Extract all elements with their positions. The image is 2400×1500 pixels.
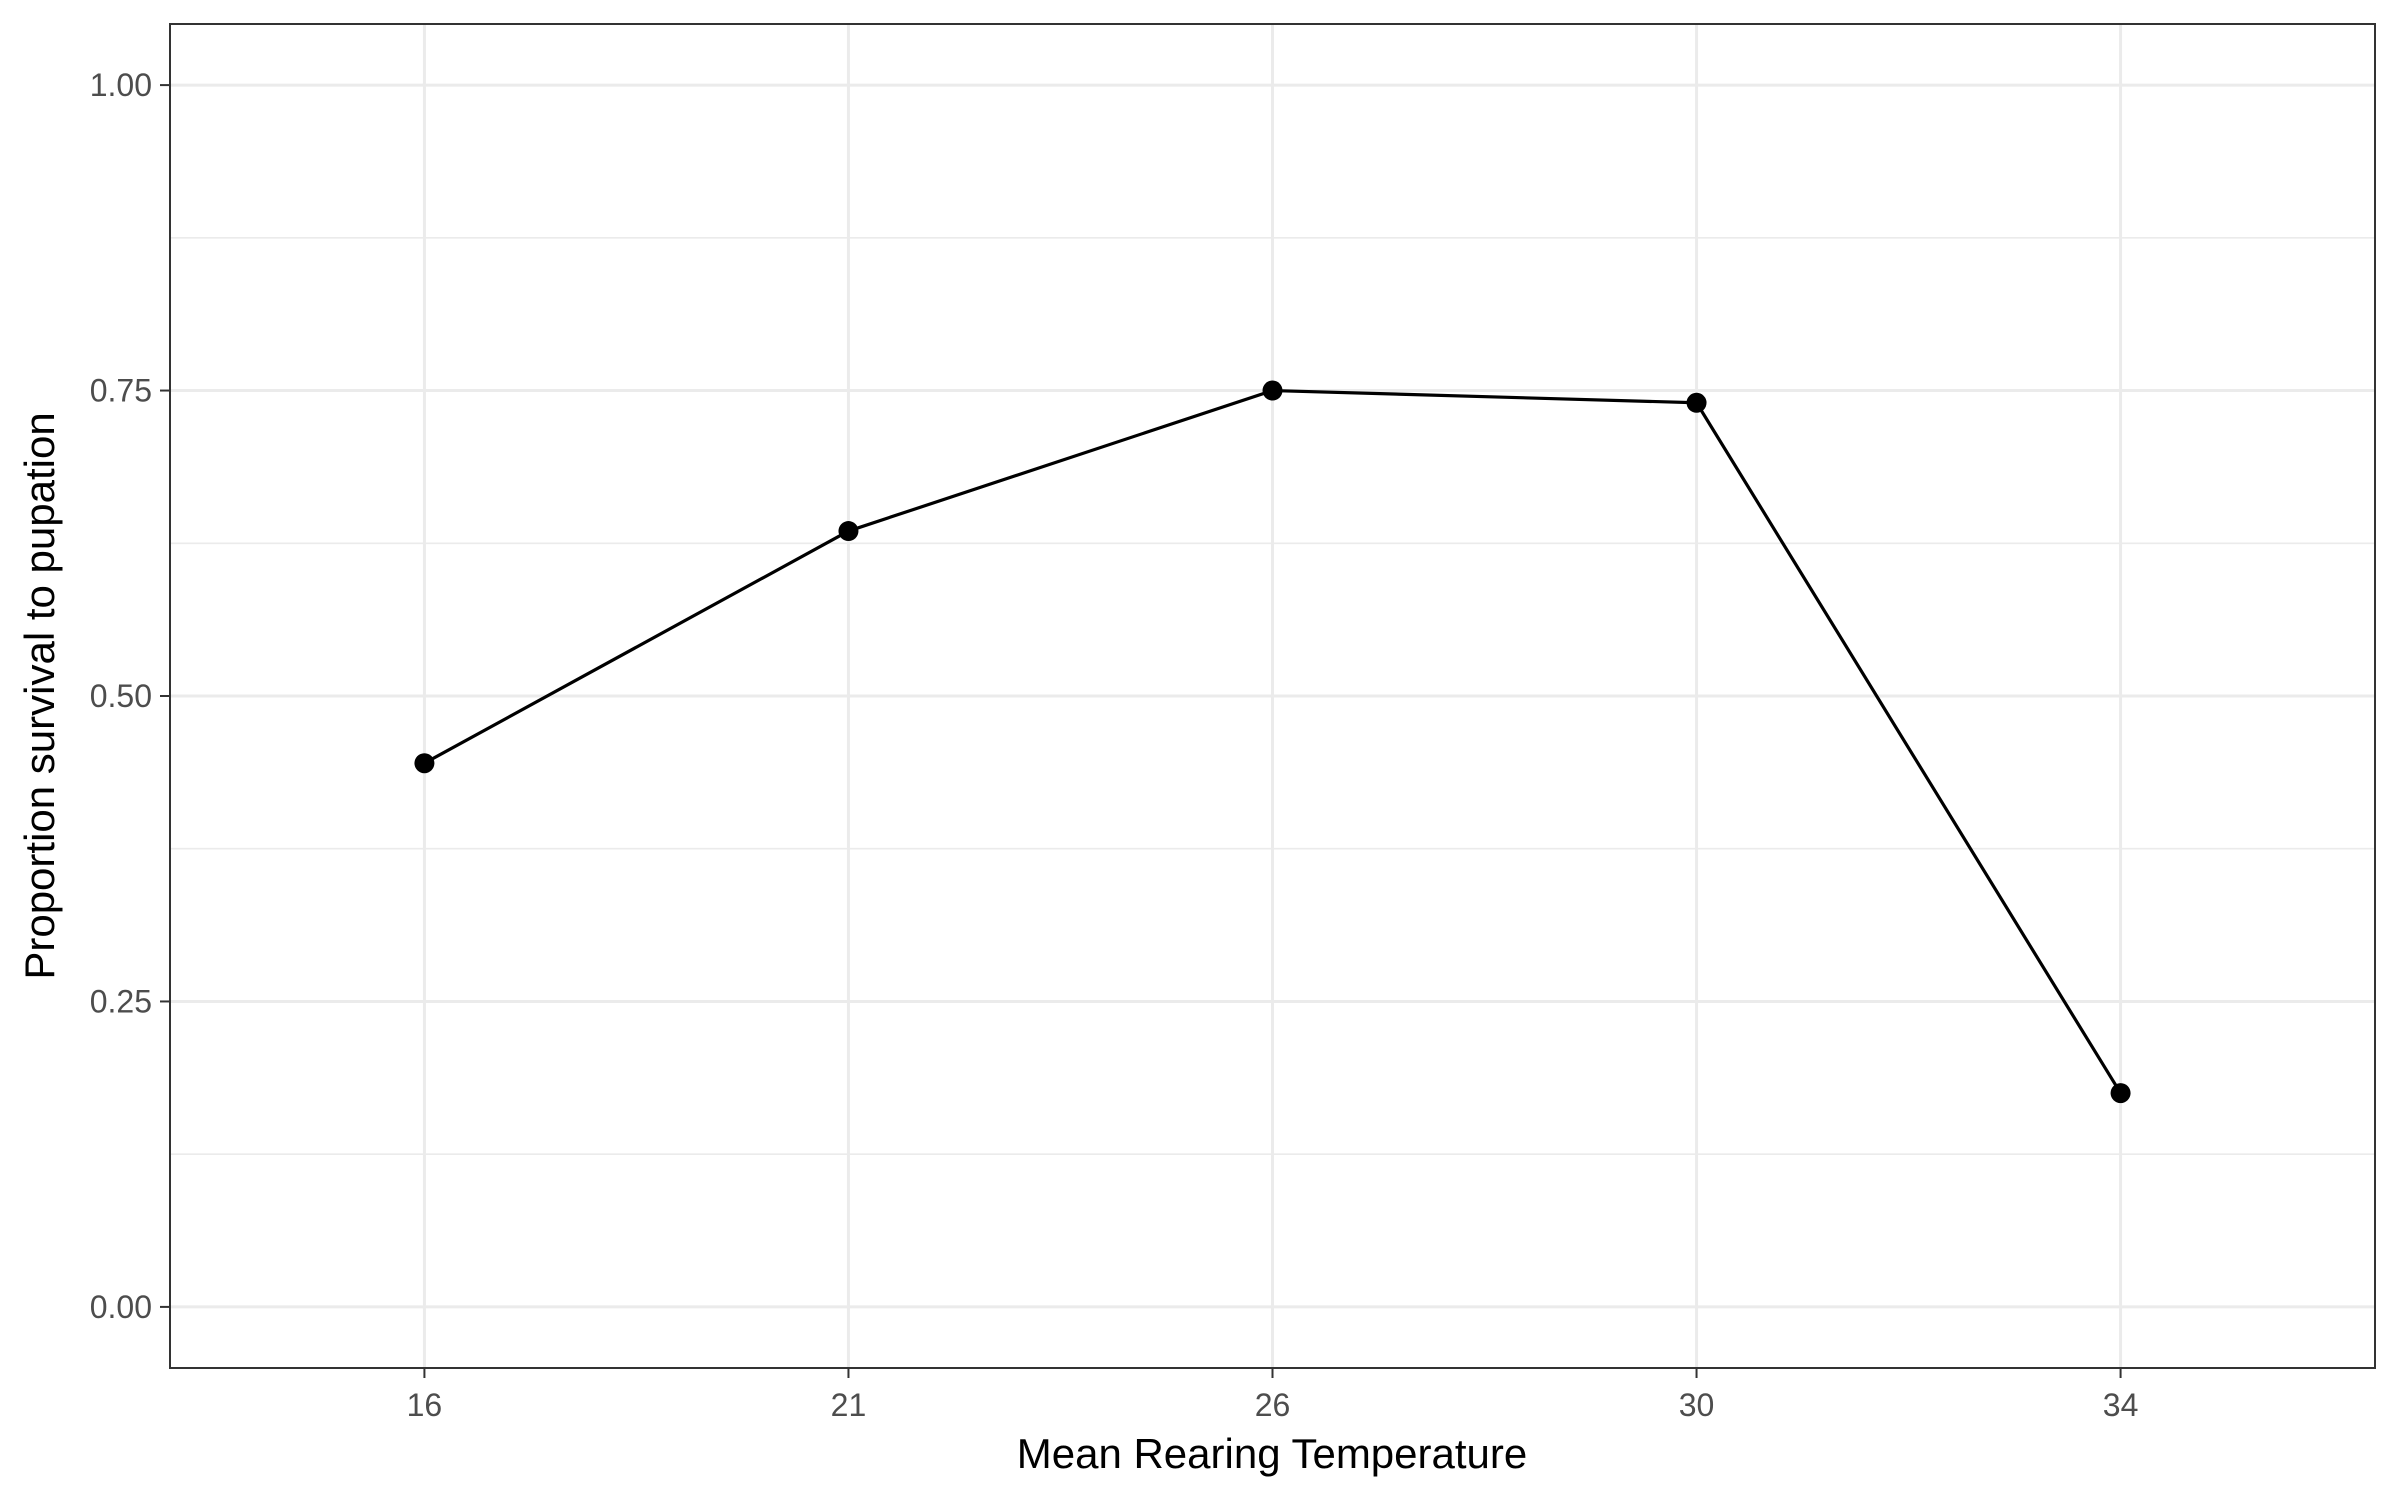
y-axis: 0.00 0.25 0.50 0.75 1.00 — [90, 67, 170, 1325]
y-tick-label: 0.00 — [90, 1289, 152, 1325]
x-axis: 16 21 26 30 34 — [407, 1368, 2139, 1423]
x-axis-title: Mean Rearing Temperature — [1017, 1430, 1528, 1477]
x-tick-label: 26 — [1255, 1387, 1291, 1423]
y-tick-label: 0.50 — [90, 678, 152, 714]
data-point — [838, 521, 859, 542]
data-point — [1262, 380, 1283, 401]
y-tick-label: 0.25 — [90, 983, 152, 1019]
x-tick-label: 21 — [831, 1387, 867, 1423]
grid-major — [170, 24, 2375, 1368]
x-tick-label: 34 — [2103, 1387, 2139, 1423]
series-layer — [414, 380, 2131, 1104]
x-tick-label: 16 — [407, 1387, 443, 1423]
y-tick-label: 0.75 — [90, 373, 152, 409]
data-point — [414, 753, 435, 774]
y-axis-title: Proportion survival to pupation — [16, 412, 63, 979]
data-point — [1686, 392, 1707, 413]
x-tick-label: 30 — [1679, 1387, 1715, 1423]
y-tick-label: 1.00 — [90, 67, 152, 103]
data-point — [2110, 1083, 2131, 1104]
